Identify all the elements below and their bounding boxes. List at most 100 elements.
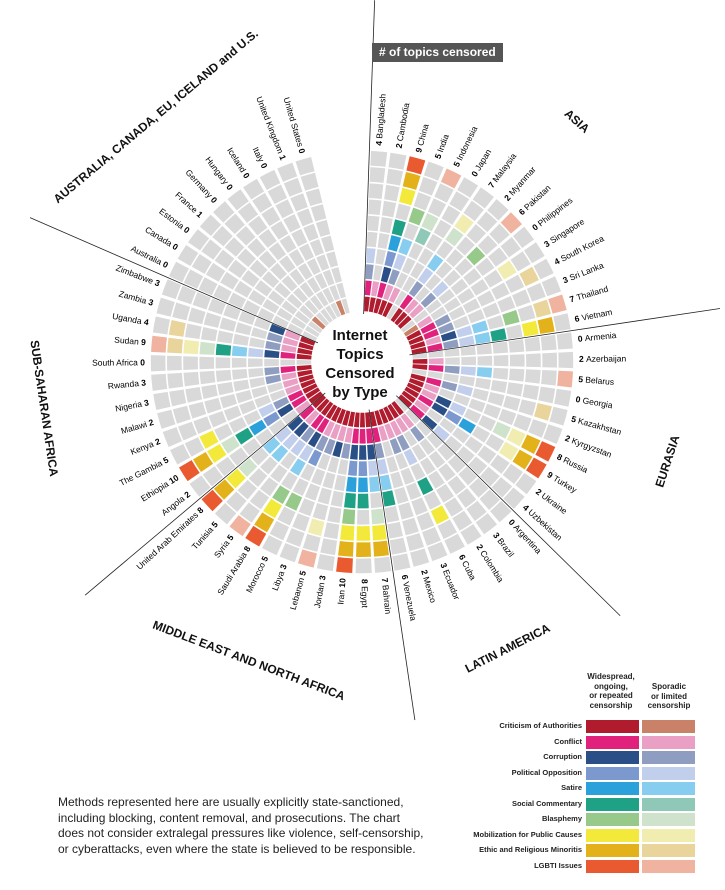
legend-swatch-widespread <box>586 813 639 826</box>
topic-cell <box>330 423 341 440</box>
topic-cell <box>395 203 411 221</box>
topic-cell <box>398 394 413 408</box>
topic-cell <box>295 400 311 415</box>
topic-cell <box>227 189 249 211</box>
topic-cell <box>436 484 454 503</box>
topic-cell <box>300 463 316 482</box>
topic-cell <box>394 311 408 326</box>
topic-cell <box>280 351 296 359</box>
country-label: 8 Russia <box>555 452 589 476</box>
topic-cell <box>315 312 330 326</box>
topic-cell <box>483 269 503 288</box>
topic-cell <box>316 554 335 572</box>
topic-cell <box>452 315 470 329</box>
topic-cell <box>410 548 430 567</box>
topic-cell <box>308 391 323 404</box>
topic-cell <box>541 276 562 297</box>
country-column <box>412 332 573 359</box>
topic-cell <box>445 249 464 268</box>
topic-cell <box>193 416 212 435</box>
country-name: Egypt <box>360 586 370 608</box>
topic-cell <box>428 450 446 469</box>
topic-cell <box>447 475 466 495</box>
topic-cell <box>526 457 547 479</box>
topic-cell <box>184 323 202 340</box>
topic-cell <box>416 420 432 437</box>
country-column <box>404 386 547 479</box>
topic-cell <box>403 448 418 466</box>
topic-cell <box>503 487 525 509</box>
topic-cell <box>375 249 386 265</box>
topic-cell <box>408 335 424 345</box>
topic-cell <box>411 368 427 376</box>
country-label: Sudan 9 <box>114 335 147 348</box>
topic-cell <box>245 525 267 547</box>
country-count: 1 <box>277 154 288 162</box>
topic-cell <box>405 482 422 501</box>
topic-cell <box>283 177 303 197</box>
country-label: Iceland 0 <box>225 146 252 181</box>
topic-cell <box>327 506 342 524</box>
country-name: Japan <box>473 147 494 172</box>
topic-cell <box>199 356 215 370</box>
topic-cell <box>279 235 297 254</box>
topic-cell <box>402 276 416 293</box>
topic-cell <box>359 445 367 460</box>
legend-swatch-sporadic <box>642 720 695 733</box>
topic-cell <box>341 298 350 314</box>
country-label: Australia 0 <box>129 243 170 270</box>
topic-cell <box>490 454 510 474</box>
topic-cell <box>440 330 457 342</box>
topic-cell <box>482 302 500 318</box>
country-count: 8 <box>359 579 369 586</box>
country-label: Zimbabwe 3 <box>114 263 161 289</box>
topic-cell <box>390 471 404 489</box>
topic-cell <box>374 556 392 573</box>
country-column <box>391 401 498 535</box>
topic-cell <box>323 522 340 540</box>
country-column <box>408 276 562 345</box>
country-column <box>245 404 338 547</box>
topic-cell <box>298 342 314 351</box>
country-count: 2 <box>502 191 514 203</box>
topic-cell <box>310 414 325 430</box>
center-title-line: by Type <box>332 384 388 401</box>
topic-cell <box>183 371 200 387</box>
topic-cell <box>306 277 321 294</box>
topic-cell <box>395 272 408 289</box>
legend-label: Ethic and Religious Minoritis <box>479 845 582 854</box>
topic-cell <box>534 403 552 421</box>
country-count: 5 <box>209 519 220 529</box>
topic-cell <box>452 510 473 531</box>
topic-cell <box>524 336 541 352</box>
legend-swatch-widespread <box>586 720 639 733</box>
topic-cell <box>425 299 442 314</box>
topic-cell <box>468 398 486 413</box>
topic-cell <box>436 240 454 260</box>
topics-count-badge: # of topics censored <box>372 43 503 62</box>
topic-cell <box>467 309 485 324</box>
topic-cell <box>223 405 242 421</box>
topic-cell <box>235 390 253 404</box>
topic-cell <box>403 324 419 337</box>
topic-cell <box>462 298 481 314</box>
country-name: Thailand <box>575 284 609 303</box>
topic-cell <box>374 442 385 459</box>
topic-cell <box>384 423 395 439</box>
topic-cell <box>308 320 323 334</box>
topic-cell <box>267 382 284 393</box>
note-line: or cyberattacks, even where the state is… <box>58 841 416 856</box>
topic-cell <box>443 373 459 383</box>
topic-cell <box>228 416 247 434</box>
topic-cell <box>263 411 280 427</box>
topic-cell <box>199 370 216 385</box>
country-name: Morocco <box>244 559 268 595</box>
topic-cell <box>370 150 388 167</box>
topic-cell <box>434 314 451 328</box>
topic-cell <box>523 242 545 264</box>
country-column <box>151 365 312 391</box>
topic-cell <box>233 379 250 392</box>
topic-cell <box>214 503 237 525</box>
topic-cell <box>151 373 168 391</box>
topic-cell <box>390 420 402 437</box>
